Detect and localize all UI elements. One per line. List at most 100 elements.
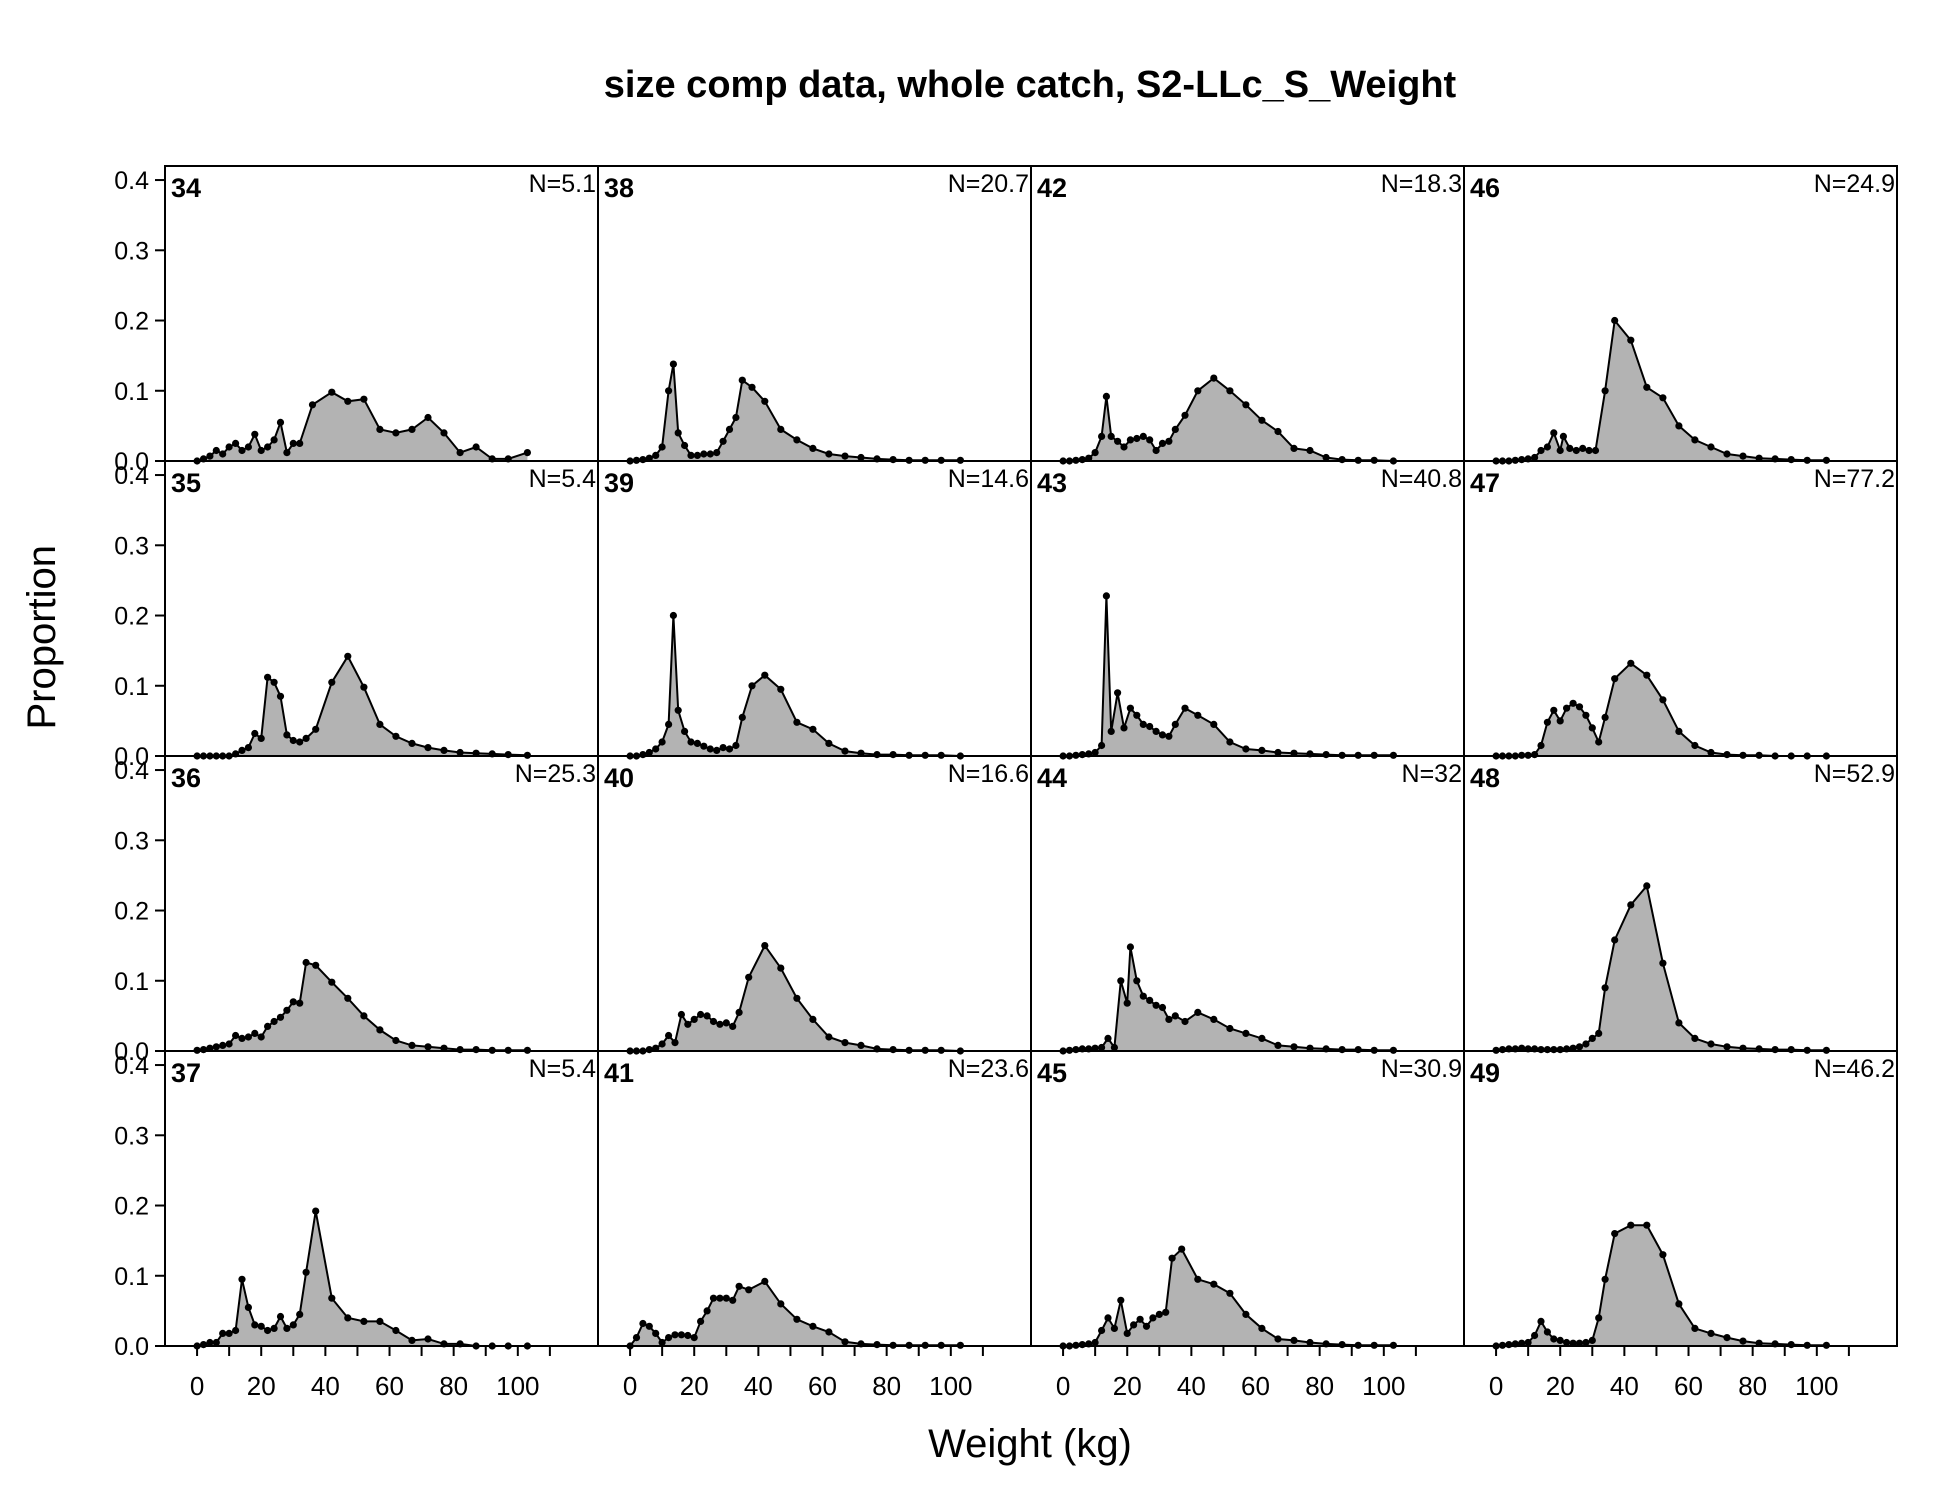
panel-35: 35 N=5.4 0.0 0.1 0.2 0.3 0.4 [114, 460, 599, 771]
panel-n-label: N=14.6 [948, 465, 1029, 493]
data-point [1659, 394, 1667, 402]
x-tick-label: 40 [1177, 1371, 1206, 1401]
data-point [257, 1033, 265, 1041]
data-point [392, 1036, 400, 1045]
data-point [302, 734, 310, 743]
data-point [212, 446, 220, 455]
data-point [1787, 456, 1795, 464]
panel-label: 43 [1037, 468, 1067, 498]
data-point [681, 441, 689, 450]
data-point [1643, 1221, 1651, 1229]
x-tick-label: 0 [623, 1371, 637, 1401]
data-point [716, 1020, 724, 1028]
data-point [289, 1321, 297, 1329]
panel-area-fill [630, 615, 961, 756]
data-point [1601, 984, 1609, 992]
data-point [841, 1338, 849, 1346]
data-point [857, 1041, 865, 1049]
data-point [1102, 392, 1110, 400]
data-point [312, 961, 320, 969]
data-point [1178, 1245, 1186, 1253]
panel-frame [1030, 1050, 1465, 1347]
data-point [1537, 741, 1545, 750]
data-point [1242, 745, 1250, 753]
data-point [1149, 1314, 1157, 1322]
x-tick-label: 80 [439, 1371, 468, 1401]
data-point [424, 1043, 432, 1051]
data-point [1274, 427, 1282, 436]
data-point [677, 1331, 686, 1339]
data-point [652, 451, 660, 459]
data-point [264, 1326, 272, 1335]
data-point [735, 1008, 743, 1017]
panel-46: 46 N=24.9 [1463, 165, 1898, 465]
data-point [1550, 1335, 1558, 1343]
panel-48: 48 N=52.9 [1463, 755, 1898, 1054]
data-point [719, 744, 727, 752]
data-point [238, 1034, 246, 1042]
data-point [639, 456, 647, 464]
panel-n-label: N=18.3 [1381, 170, 1462, 198]
data-point [1136, 1315, 1144, 1323]
data-point [725, 745, 734, 753]
data-point [693, 451, 702, 459]
data-point [1114, 437, 1122, 445]
data-point [825, 1033, 833, 1041]
data-point [1771, 1046, 1779, 1054]
x-tick-label: 100 [1362, 1371, 1405, 1401]
data-point [1543, 1328, 1551, 1336]
y-tick-label: 0.3 [114, 237, 149, 265]
x-tick-label: 20 [247, 1371, 276, 1401]
data-point [809, 1322, 817, 1330]
data-point [713, 746, 721, 755]
panel-frame [1030, 755, 1465, 1052]
data-point [392, 429, 400, 437]
data-point [645, 748, 653, 757]
panel-42: 42 N=18.3 [1030, 165, 1465, 465]
data-point [440, 746, 448, 755]
data-point [328, 978, 336, 986]
data-point [1290, 1043, 1298, 1051]
data-point [270, 678, 278, 686]
data-point [283, 449, 291, 457]
data-point [1274, 748, 1282, 757]
data-point [761, 1277, 769, 1285]
panel-label: 34 [171, 173, 201, 203]
data-point [722, 1019, 730, 1027]
data-point [1306, 1338, 1314, 1347]
data-point [1194, 711, 1202, 719]
panel-frame [1030, 460, 1465, 757]
panel-area-fill [1063, 1249, 1394, 1346]
panel-n-label: N=20.7 [948, 170, 1029, 198]
data-point [1242, 401, 1250, 409]
data-point [212, 1338, 220, 1347]
data-point [1165, 1015, 1173, 1024]
data-point [1098, 1043, 1106, 1052]
data-point [1559, 432, 1567, 440]
data-point [1258, 416, 1266, 424]
data-point [1126, 943, 1134, 951]
data-point [296, 439, 304, 447]
data-point [1130, 1321, 1138, 1329]
panel-label: 42 [1037, 173, 1067, 203]
data-point [1338, 456, 1346, 464]
x-tick-label: 20 [680, 1371, 709, 1401]
data-point [257, 734, 265, 743]
data-point [296, 738, 304, 746]
data-point [658, 738, 666, 746]
data-point [703, 1012, 711, 1020]
data-point [1258, 746, 1266, 755]
data-point [360, 395, 368, 403]
panel-n-label: N=46.2 [1814, 1055, 1895, 1083]
data-point [841, 747, 849, 755]
panel-area-fill [1063, 947, 1394, 1051]
data-point [1659, 1251, 1667, 1259]
data-point [1123, 1329, 1131, 1337]
panel-area-fill [197, 962, 528, 1051]
panel-n-label: N=30.9 [1381, 1055, 1462, 1083]
y-tick-label: 0.4 [114, 462, 149, 490]
panel-n-label: N=32 [1402, 760, 1462, 788]
data-point [748, 682, 756, 690]
panel-43: 43 N=40.8 [1030, 460, 1465, 760]
